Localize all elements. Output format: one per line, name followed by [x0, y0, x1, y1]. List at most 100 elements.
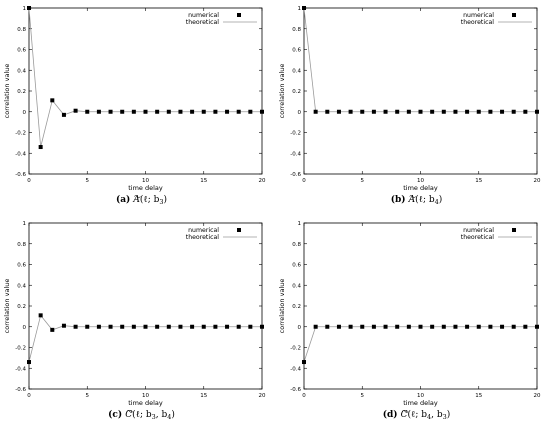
numerical-point [512, 324, 516, 328]
legend-label-theoretical: theoretical [186, 234, 219, 241]
y-tick-label: 0 [23, 324, 27, 330]
numerical-point [120, 110, 124, 114]
numerical-point [477, 110, 481, 114]
numerical-point [74, 324, 78, 328]
x-axis-label: time delay [403, 184, 438, 192]
y-tick-label: -0.2 [290, 131, 301, 137]
numerical-point [144, 110, 148, 114]
numerical-point [190, 324, 194, 328]
x-tick-label: 5 [86, 178, 90, 184]
legend-label-theoretical: theoretical [461, 19, 494, 26]
numerical-point [488, 110, 492, 114]
panel-caption: (b) A(ℓ; b4) [391, 194, 443, 206]
numerical-point [213, 110, 217, 114]
y-tick-label: -0.6 [290, 387, 301, 393]
numerical-point [62, 113, 66, 117]
numerical-point [453, 110, 457, 114]
numerical-point [302, 6, 306, 10]
y-tick-label: 1 [23, 221, 27, 227]
caption-args: (ℓ; b [132, 409, 152, 420]
numerical-point [225, 324, 229, 328]
y-tick-label: -0.4 [290, 151, 301, 157]
numerical-point [50, 327, 54, 331]
numerical-point [167, 324, 171, 328]
y-tick-label: 0 [298, 110, 302, 116]
legend-label-numerical: numerical [188, 12, 219, 19]
numerical-point [132, 324, 136, 328]
y-tick-label: 1 [298, 221, 302, 227]
numerical-point [155, 324, 159, 328]
numerical-point [314, 110, 318, 114]
x-tick-label: 0 [302, 178, 306, 184]
y-tick-label: -0.6 [290, 172, 301, 178]
x-tick-label: 5 [361, 393, 365, 399]
numerical-point [349, 324, 353, 328]
numerical-point [237, 324, 241, 328]
x-tick-label: 15 [200, 393, 207, 399]
x-tick-label: 5 [86, 393, 90, 399]
caption-args: (ℓ; b [415, 194, 435, 205]
theoretical-line [29, 315, 262, 362]
x-tick-label: 20 [259, 393, 266, 399]
x-tick-label: 15 [475, 393, 482, 399]
y-tick-label: -0.2 [290, 345, 301, 351]
y-tick-label: 0.6 [17, 262, 26, 268]
numerical-point [39, 313, 43, 317]
numerical-point [237, 110, 241, 114]
y-tick-label: 0.4 [292, 283, 301, 289]
numerical-point [512, 110, 516, 114]
numerical-point [325, 110, 329, 114]
numerical-point [384, 110, 388, 114]
numerical-point [85, 324, 89, 328]
numerical-point [260, 324, 264, 328]
y-tick-label: 0.8 [17, 241, 26, 247]
numerical-point [395, 324, 399, 328]
x-tick-label: 0 [27, 393, 31, 399]
numerical-point [523, 110, 527, 114]
theoretical-line [29, 8, 262, 147]
legend-marker-numerical [237, 228, 241, 232]
y-axis-label: correlation value [278, 278, 286, 333]
numerical-point [419, 324, 423, 328]
numerical-point [248, 324, 252, 328]
y-tick-label: 0.4 [292, 68, 301, 74]
panel-label: (c) [108, 409, 125, 420]
numerical-point [465, 324, 469, 328]
y-tick-label: 0 [298, 324, 302, 330]
legend-marker-numerical [512, 228, 516, 232]
caption-args: (ℓ; b [140, 194, 160, 205]
numerical-point [27, 360, 31, 364]
numerical-point [50, 98, 54, 102]
numerical-point [178, 110, 182, 114]
legend-label-numerical: numerical [463, 12, 494, 19]
y-tick-label: -0.6 [15, 387, 26, 393]
theoretical-line [304, 326, 537, 361]
numerical-point [248, 110, 252, 114]
numerical-point [213, 324, 217, 328]
y-axis-label: correlation value [3, 64, 11, 119]
y-tick-label: 0.8 [292, 27, 301, 33]
x-tick-label: 5 [361, 178, 365, 184]
y-tick-label: -0.4 [290, 366, 301, 372]
numerical-point [407, 324, 411, 328]
panel-caption: (a) A(ℓ; b3) [116, 194, 167, 206]
numerical-point [202, 110, 206, 114]
numerical-point [202, 324, 206, 328]
y-tick-label: 0.6 [17, 48, 26, 54]
y-axis-label: correlation value [278, 64, 286, 119]
numerical-point [465, 110, 469, 114]
y-tick-label: 0.2 [292, 89, 301, 95]
numerical-point [360, 110, 364, 114]
numerical-point [132, 110, 136, 114]
caption-sep: , b [431, 410, 443, 420]
y-tick-label: 0.2 [17, 89, 26, 95]
numerical-point [500, 324, 504, 328]
numerical-point [62, 323, 66, 327]
numerical-point [488, 324, 492, 328]
numerical-point [442, 324, 446, 328]
numerical-point [120, 324, 124, 328]
legend-label-theoretical: theoretical [461, 234, 494, 241]
numerical-point [477, 324, 481, 328]
